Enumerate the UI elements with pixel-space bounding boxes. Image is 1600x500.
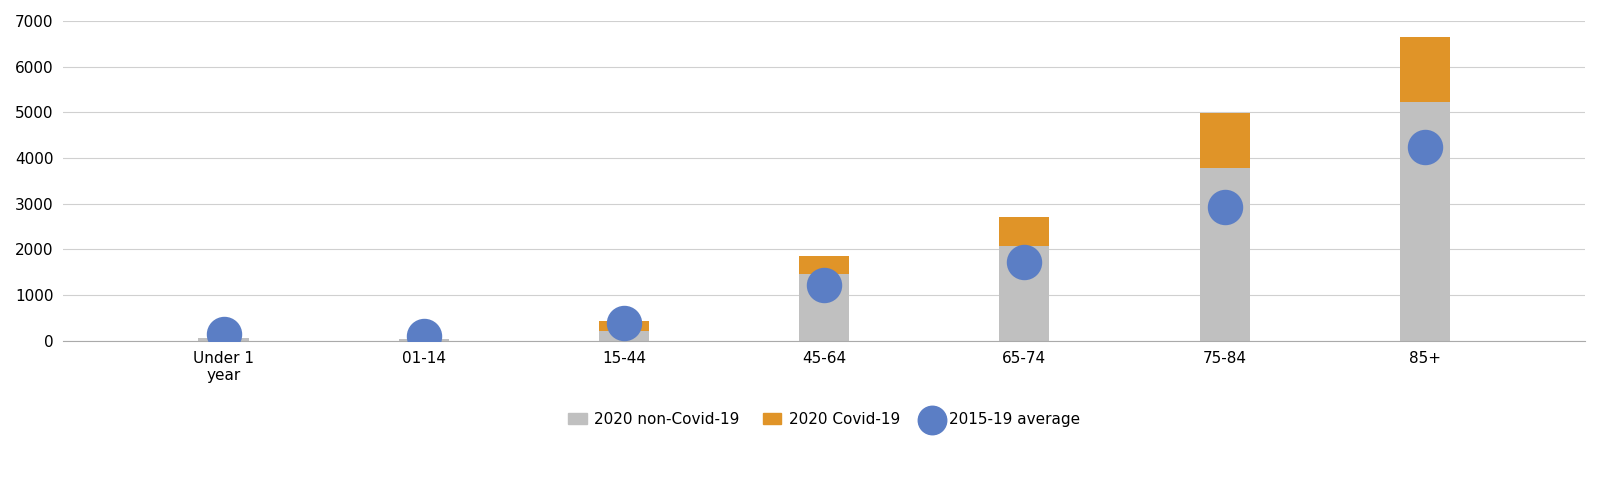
Bar [598, 331, 650, 341]
2015-19 average [611, 319, 637, 327]
Bar [1200, 168, 1250, 341]
Bar [1000, 218, 1050, 246]
Bar [1200, 114, 1250, 168]
Bar [798, 274, 850, 341]
2015-19 average [1011, 258, 1037, 266]
Bar [198, 338, 248, 341]
Bar [798, 256, 850, 274]
Legend: 2020 non-Covid-19, 2020 Covid-19, 2015-19 average: 2020 non-Covid-19, 2020 Covid-19, 2015-1… [562, 406, 1086, 433]
2015-19 average [411, 332, 437, 340]
2015-19 average [1211, 203, 1237, 211]
2015-19 average [811, 280, 837, 288]
Bar [1000, 246, 1050, 341]
Bar [1400, 37, 1450, 102]
2015-19 average [1413, 142, 1438, 150]
2015-19 average [211, 330, 237, 338]
Bar [1400, 102, 1450, 341]
Bar [398, 339, 448, 341]
Bar [598, 320, 650, 331]
